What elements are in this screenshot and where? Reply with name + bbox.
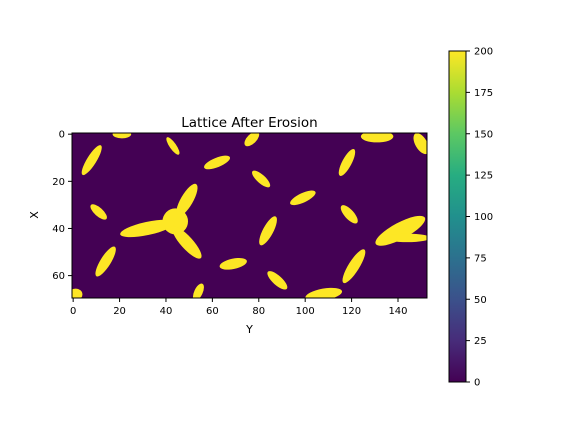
heatmap-feature-1 <box>112 133 132 139</box>
heatmap-feature-21 <box>384 233 427 243</box>
heatmap-feature-11 <box>340 205 358 224</box>
heatmap-feature-15 <box>267 271 288 290</box>
colorbar-tick-label: 25 <box>474 336 487 347</box>
colorbar-gradient <box>448 50 467 383</box>
heatmap-feature-6 <box>338 148 356 176</box>
heatmap-feature-12 <box>259 216 277 246</box>
colorbar-tick-label: 75 <box>474 253 487 264</box>
heatmap-background <box>72 133 427 298</box>
heatmap-feature-2 <box>166 137 180 155</box>
y-tick-label: 0 <box>59 130 65 141</box>
x-tick-label: 80 <box>252 306 265 317</box>
colorbar-tick-label: 50 <box>474 295 487 306</box>
x-tick-label: 0 <box>70 306 76 317</box>
heatmap-feature-23 <box>176 183 198 217</box>
x-axis-label: Y <box>245 323 253 336</box>
heatmap-feature-14 <box>219 257 247 270</box>
colorbar-tick-label: 125 <box>474 171 493 182</box>
heatmap-plot <box>71 132 428 299</box>
heatmap-feature-9 <box>90 204 107 220</box>
y-tick-label: 60 <box>52 271 65 282</box>
colorbar-ticks: 0 25 50 75 100 125 150 175 200 <box>466 47 493 389</box>
heatmap-feature-5 <box>252 170 271 188</box>
heatmap-feature-3 <box>203 155 231 170</box>
heatmap-feature-16 <box>342 249 366 284</box>
colorbar: 0 25 50 75 100 125 150 175 200 <box>448 47 493 389</box>
heatmap-feature-7 <box>360 133 394 143</box>
heatmap-feature-4 <box>244 133 260 147</box>
x-tick-label: 140 <box>388 306 407 317</box>
x-axis: 0 20 40 60 80 100 120 140 <box>70 298 408 317</box>
heatmap-feature-18 <box>192 283 204 298</box>
x-tick-label: 60 <box>206 306 219 317</box>
y-tick-label: 20 <box>52 177 65 188</box>
y-axis: 0 20 40 60 <box>52 130 72 282</box>
colorbar-tick-label: 0 <box>474 378 480 389</box>
x-tick-label: 40 <box>160 306 173 317</box>
colorbar-tick-label: 150 <box>474 129 493 140</box>
chart-title: Lattice After Erosion <box>181 115 318 131</box>
heatmap-features <box>72 133 427 298</box>
y-axis-label: X <box>28 211 41 219</box>
x-tick-label: 100 <box>296 306 315 317</box>
heatmap-feature-13 <box>95 246 116 277</box>
x-tick-label: 20 <box>113 306 126 317</box>
colorbar-tick-label: 175 <box>474 88 493 99</box>
heatmap-feature-24 <box>120 219 175 238</box>
heatmap-feature-8 <box>413 133 427 155</box>
y-tick-label: 40 <box>52 224 65 235</box>
colorbar-tick-label: 100 <box>474 212 493 223</box>
heatmap-feature-25 <box>172 226 202 259</box>
x-tick-label: 120 <box>342 306 361 317</box>
colorbar-tick-label: 200 <box>474 47 493 58</box>
heatmap-feature-19 <box>72 288 83 298</box>
heatmap-feature-0 <box>81 145 102 176</box>
plot-frame <box>71 132 428 299</box>
heatmap-feature-10 <box>290 190 316 206</box>
